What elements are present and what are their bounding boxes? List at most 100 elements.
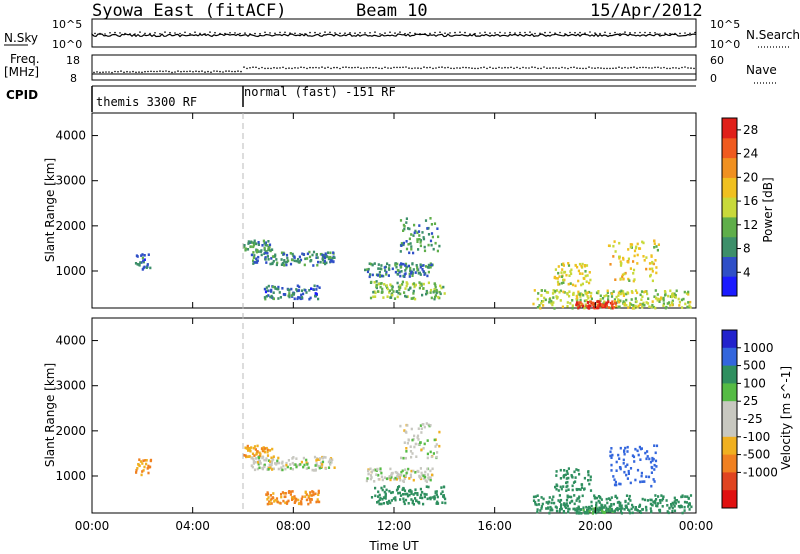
nsearch-point [379, 33, 381, 35]
range-gate-cell [670, 503, 673, 506]
range-gate-cell [370, 470, 373, 474]
range-gate-cell [253, 461, 256, 464]
range-gate-cell [686, 495, 689, 498]
range-gate-cell [629, 301, 632, 305]
range-gate-cell [410, 297, 413, 300]
freq-point [441, 66, 443, 68]
range-gate-cell [290, 258, 294, 262]
range-gate-cell [374, 486, 377, 490]
range-gate-cell [370, 280, 373, 284]
range-gate-cell [280, 251, 284, 255]
range-gate-cell [651, 503, 654, 507]
range-gate-cell [572, 291, 575, 295]
range-gate-cell [304, 490, 307, 494]
range-gate-cell [140, 254, 143, 257]
range-gate-cell [143, 265, 146, 269]
range-gate-cell [593, 496, 596, 500]
range-gate-cell [274, 253, 277, 257]
range-gate-cell [308, 494, 311, 498]
range-gate-cell [689, 494, 693, 497]
range-gate-cell [596, 507, 599, 510]
range-gate-cell [377, 267, 380, 270]
freq-point [567, 67, 569, 70]
range-gate-cell [149, 459, 152, 463]
freq-point [381, 67, 383, 70]
range-gate-cell [398, 476, 401, 479]
range-gate-cell [433, 282, 436, 285]
range-gate-cell [605, 497, 608, 501]
range-gate-cell [650, 254, 653, 257]
range-gate-cell [666, 302, 669, 305]
range-gate-cell [562, 262, 565, 266]
freq-point [492, 67, 494, 70]
range-gate-cell [423, 495, 426, 499]
range-gate-cell [592, 510, 595, 514]
range-gate-cell [419, 487, 422, 491]
range-gate-cell [382, 296, 385, 299]
range-gate-cell [574, 264, 577, 267]
range-gate-cell [303, 263, 306, 267]
freq-point [477, 67, 479, 70]
range-gate-cell [563, 502, 566, 505]
range-gate-cell [413, 231, 416, 235]
nsearch-point [474, 32, 476, 35]
range-gate-cell [585, 280, 588, 283]
range-gate-cell [444, 501, 447, 505]
range-gate-cell [399, 292, 402, 296]
power-colorbar-cell [722, 137, 737, 159]
range-gate-cell [422, 447, 425, 450]
freq-point [99, 71, 101, 74]
range-gate-cell [681, 306, 684, 309]
nsearch-point [589, 31, 591, 33]
range-gate-cell [567, 467, 570, 470]
range-gate-cell [426, 452, 429, 456]
freq-point [315, 66, 317, 69]
range-gate-cell [307, 496, 310, 499]
range-gate-cell [298, 296, 302, 299]
range-gate-cell [398, 288, 401, 291]
range-gate-cell [372, 290, 375, 294]
range-gate-cell [266, 252, 269, 255]
range-gate-cell [297, 258, 300, 261]
range-gate-cell [619, 507, 622, 510]
range-gate-cell [252, 256, 255, 259]
range-gate-cell [629, 267, 632, 270]
range-gate-cell [244, 247, 248, 251]
range-gate-cell [265, 446, 268, 450]
range-gate-cell [557, 489, 560, 492]
nsearch-point [414, 32, 416, 35]
range-gate-cell [671, 303, 674, 307]
freq-point [252, 66, 254, 68]
range-gate-cell [430, 232, 434, 235]
range-gate-cell [433, 290, 436, 293]
range-gate-cell [283, 260, 286, 263]
range-gate-cell [572, 507, 575, 511]
velocity-colorbar-tick-label: 100 [743, 376, 766, 390]
range-gate-cell [367, 267, 370, 271]
freq-point [462, 66, 464, 69]
nsearch-point [269, 32, 271, 34]
range-gate-cell [427, 270, 430, 274]
range-gate-cell [567, 282, 570, 286]
range-gate-cell [410, 245, 413, 248]
range-gate-cell [550, 501, 553, 505]
range-gate-cell [136, 263, 139, 266]
range-gate-cell [641, 303, 644, 306]
freq-point [603, 67, 605, 70]
nsearch-point [519, 31, 521, 34]
range-gate-cell [560, 281, 563, 285]
range-gate-cell [614, 250, 617, 253]
range-gate-cell [624, 465, 627, 468]
range-gate-cell [412, 268, 415, 271]
range-gate-cell [374, 295, 377, 298]
freq-trace [92, 66, 696, 75]
range-gate-cell [418, 238, 421, 241]
range-gate-cell [655, 444, 659, 448]
range-gate-cell [664, 293, 667, 296]
range-gate-cell [646, 455, 649, 458]
range-gate-cell [269, 463, 272, 466]
range-gate-cell [671, 506, 674, 510]
range-gate-cell [583, 264, 587, 268]
range-gate-cell [670, 505, 673, 508]
power-colorbar-cell [722, 177, 737, 198]
